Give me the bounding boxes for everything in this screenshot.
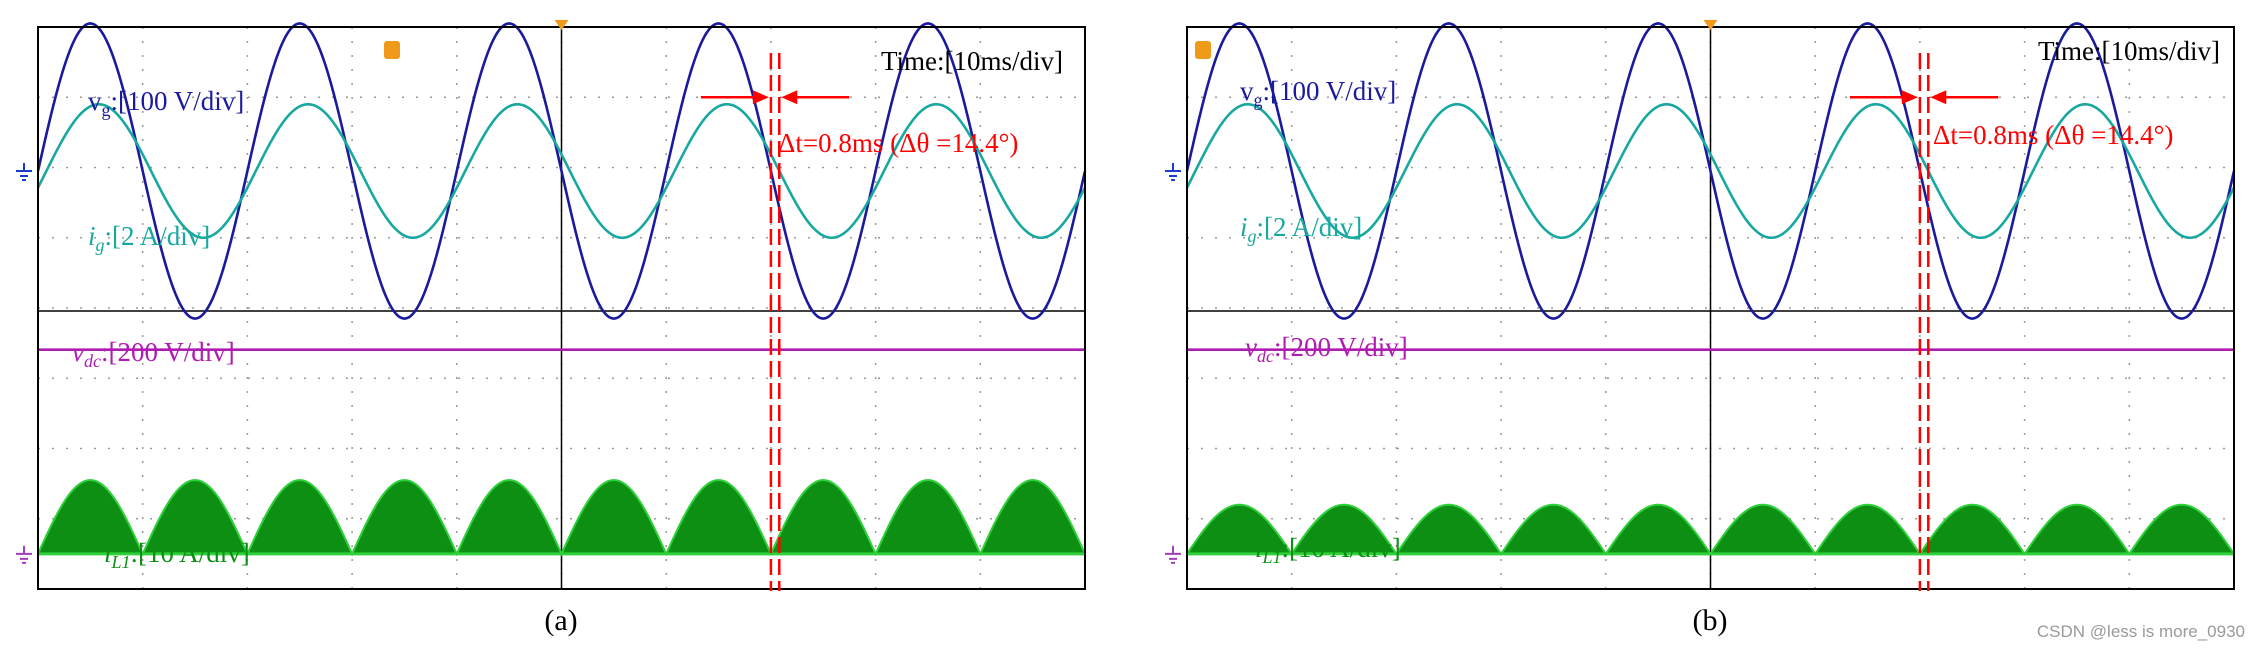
series-label-vdc: vdc:[200 V/div] xyxy=(1245,332,1408,366)
series-label-sub: L1 xyxy=(111,552,131,572)
ground-ref-icon xyxy=(1165,545,1181,564)
series-label-scale: :[200 V/div] xyxy=(101,337,235,367)
series-label-scale: :[2 A/div] xyxy=(105,221,211,251)
series-label-scale: :[2 A/div] xyxy=(1257,212,1363,242)
trace-vg xyxy=(36,22,1087,320)
series-label-main: v xyxy=(1240,76,1254,106)
arrow-head-icon xyxy=(1901,90,1918,105)
series-label-main: v xyxy=(88,86,102,116)
time-scale-label: Time:[10ms/div] xyxy=(2038,36,2220,66)
delta-t-annotation: Δt=0.8ms (Δθ =14.4°) xyxy=(1933,120,2173,150)
watermark: CSDN @less is more_0930 xyxy=(2037,622,2245,641)
series-label-main: v xyxy=(72,337,84,367)
series-label-sub: g xyxy=(1254,90,1263,110)
trigger-t-icon xyxy=(1195,41,1211,59)
series-label-iL1: iL1:[10 A/div] xyxy=(1255,533,1401,567)
trace-ig xyxy=(36,102,1087,240)
ground-ref-icon xyxy=(16,545,32,564)
series-label-main: i xyxy=(1255,533,1263,563)
scope-panel-b: Time:[10ms/div]Δt=0.8ms (Δθ =14.4°)vg:[1… xyxy=(1165,20,2236,637)
series-label-vg: vg:[100 V/div] xyxy=(1240,76,1396,110)
time-scale-label: Time:[10ms/div] xyxy=(881,46,1063,76)
ground-ref-icon xyxy=(1165,163,1181,182)
series-label-sub: g xyxy=(96,235,105,255)
trigger-t-icon xyxy=(384,41,400,59)
series-label-ig: ig:[2 A/div] xyxy=(1240,212,1362,246)
delta-t-annotation: Δt=0.8ms (Δθ =14.4°) xyxy=(778,128,1018,158)
graticule xyxy=(1187,27,2234,589)
series-label-scale: :[200 V/div] xyxy=(1274,332,1408,362)
arrow-head-icon xyxy=(752,90,769,105)
series-label-vdc: vdc:[200 V/div] xyxy=(72,337,235,371)
series-label-iL1: iL1:[10 A/div] xyxy=(104,538,250,572)
series-label-sub: g xyxy=(102,100,111,120)
ground-ref-icon xyxy=(16,163,32,182)
series-label-sub: dc xyxy=(1257,346,1274,366)
trace-vg xyxy=(1185,22,2236,320)
trace-iL1 xyxy=(37,479,1086,557)
series-label-main: i xyxy=(1240,212,1248,242)
series-label-sub: L1 xyxy=(1262,547,1282,567)
series-label-vg: vg:[100 V/div] xyxy=(88,86,244,120)
series-label-scale: :[10 A/div] xyxy=(1282,533,1401,563)
panel-caption: (b) xyxy=(1693,604,1728,637)
series-label-main: i xyxy=(88,221,96,251)
arrow-head-icon xyxy=(1930,90,1947,105)
panel-caption: (a) xyxy=(544,604,577,637)
trigger-marker-icon xyxy=(1703,20,1718,30)
scope-panel-a: Time:[10ms/div]Δt=0.8ms (Δθ =14.4°)vg:[1… xyxy=(16,20,1087,637)
series-label-scale: :[100 V/div] xyxy=(1263,76,1397,106)
series-label-main: v xyxy=(1245,332,1257,362)
trigger-marker-icon xyxy=(554,20,569,30)
series-label-main: i xyxy=(104,538,112,568)
series-label-sub: g xyxy=(1248,226,1257,246)
series-label-sub: dc xyxy=(84,351,101,371)
series-label-scale: :[100 V/div] xyxy=(111,86,245,116)
series-label-scale: :[10 A/div] xyxy=(131,538,250,568)
trace-ig xyxy=(1185,102,2236,240)
arrow-head-icon xyxy=(781,90,798,105)
series-label-ig: ig:[2 A/div] xyxy=(88,221,210,255)
trace-iL1 xyxy=(1186,503,2235,558)
